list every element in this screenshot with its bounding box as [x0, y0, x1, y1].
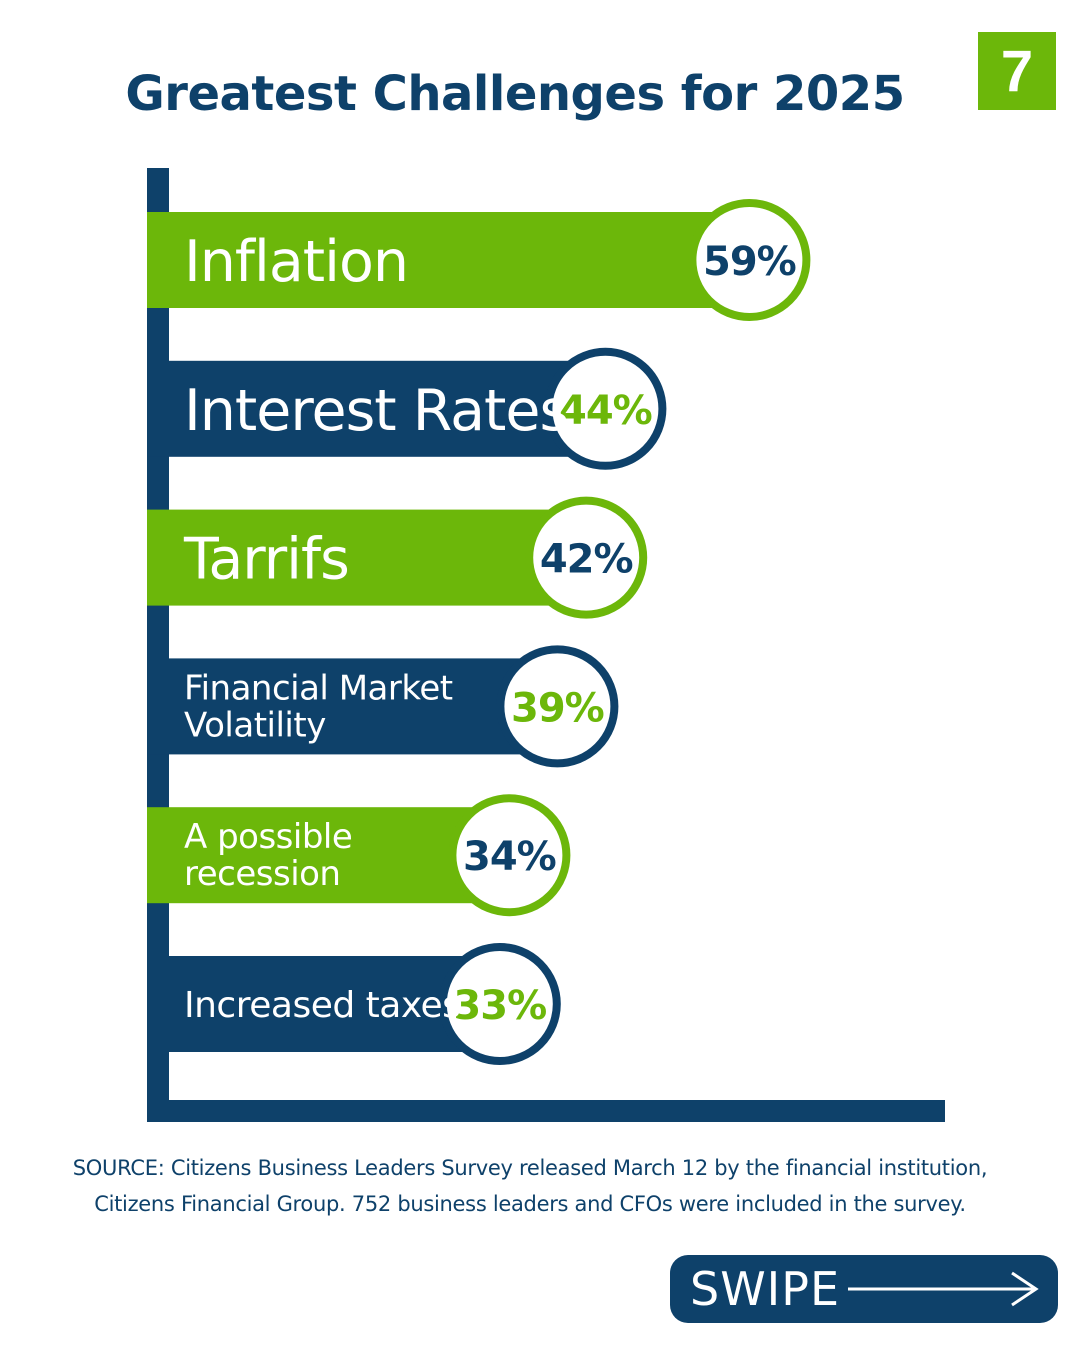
- value-label-financial-market-volatility: 39%: [511, 685, 604, 731]
- bar-interest-rates: [147, 360, 592, 457]
- value-badge-inflation: [688, 199, 811, 321]
- bar-a-possible-recession: [147, 807, 496, 904]
- chart-title: Greatest Challenges for 2025: [125, 66, 905, 122]
- arrow-right-icon: [848, 1271, 1039, 1307]
- swipe-label: SWIPE: [690, 1262, 841, 1316]
- value-badge-financial-market-volatility: [496, 645, 619, 768]
- source-note: SOURCE: Citizens Business Leaders Survey…: [30, 1150, 1030, 1222]
- category-label-financial-market-volatility-line-2: Volatility: [184, 705, 326, 745]
- bar-increased-taxes: [147, 956, 486, 1052]
- bar-tarrifs: [147, 509, 573, 606]
- category-label-a-possible-recession-line-2: recession: [184, 854, 341, 894]
- bar-financial-market-volatility: [147, 658, 544, 755]
- value-label-a-possible-recession: 34%: [463, 834, 556, 880]
- category-label-inflation: Inflation: [184, 229, 408, 295]
- value-badge-a-possible-recession: [448, 794, 571, 917]
- page-number: 7: [1000, 38, 1034, 104]
- category-label-financial-market-volatility-line-1: Financial Market: [184, 668, 453, 708]
- value-badge-interest-rates: [544, 347, 667, 470]
- value-label-increased-taxes: 33%: [453, 983, 546, 1029]
- category-label-interest-rates: Interest Rates: [184, 378, 568, 444]
- value-label-interest-rates: 44%: [559, 388, 652, 434]
- value-badge-increased-taxes: [438, 943, 561, 1065]
- value-label-inflation: 59%: [703, 239, 796, 285]
- swipe-button[interactable]: SWIPE: [670, 1255, 1058, 1323]
- category-label-a-possible-recession-line-1: A possible: [184, 817, 352, 857]
- source-line-2: Citizens Financial Group. 752 business l…: [94, 1192, 966, 1216]
- x-axis: [147, 1100, 945, 1122]
- category-label-increased-taxes: Increased taxes: [184, 985, 460, 1026]
- category-label-tarrifs: Tarrifs: [183, 527, 349, 593]
- bar-inflation: [147, 212, 736, 308]
- value-label-tarrifs: 42%: [540, 537, 633, 583]
- value-badge-tarrifs: [525, 496, 648, 619]
- source-line-1: SOURCE: Citizens Business Leaders Survey…: [72, 1156, 988, 1180]
- page-number-badge: 7: [978, 32, 1056, 110]
